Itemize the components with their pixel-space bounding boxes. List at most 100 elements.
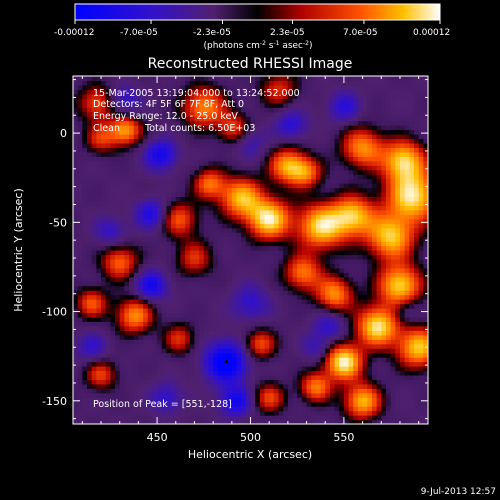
heatmap-cell: [301, 80, 308, 86]
heatmap-cell: [119, 361, 125, 367]
heatmap-cell: [231, 214, 238, 220]
heatmap-cell: [362, 263, 368, 269]
heatmap-cell: [325, 374, 331, 380]
heatmap-cell: [353, 200, 359, 206]
heatmap-cell: [287, 325, 294, 331]
heatmap-cell: [222, 209, 228, 215]
heatmap-cell: [348, 299, 354, 305]
heatmap-cell: [96, 410, 102, 416]
heatmap-cell: [110, 200, 116, 206]
heatmap-cell: [362, 205, 368, 211]
heatmap-cell: [348, 125, 354, 131]
heatmap-cell: [133, 263, 139, 269]
heatmap-cell: [343, 316, 350, 322]
heatmap-cell: [87, 352, 93, 358]
heatmap-cell: [77, 281, 83, 287]
heatmap-cell: [348, 241, 354, 247]
heatmap-cell: [143, 102, 149, 108]
heatmap-cell: [175, 321, 182, 327]
heatmap-cell: [311, 187, 317, 193]
heatmap-cell: [87, 187, 93, 193]
heatmap-cell: [96, 263, 102, 269]
heatmap-cell: [171, 397, 177, 403]
heatmap-cell: [161, 223, 168, 229]
heatmap-cell: [227, 156, 233, 162]
heatmap-cell: [264, 165, 270, 171]
heatmap-cell: [133, 352, 139, 358]
heatmap-cell: [245, 223, 252, 229]
heatmap-cell: [348, 169, 354, 175]
heatmap-cell: [91, 406, 97, 412]
heatmap-cell: [147, 352, 154, 358]
heatmap-cell: [292, 169, 298, 175]
heatmap-cell: [129, 316, 135, 322]
heatmap-cell: [245, 214, 252, 220]
heatmap-cell: [180, 93, 186, 99]
heatmap-cell: [334, 76, 340, 82]
heatmap-cell: [105, 205, 111, 211]
heatmap-cell: [231, 325, 238, 331]
heatmap-cell: [315, 134, 322, 140]
heatmap-cell: [194, 125, 200, 131]
heatmap-cell: [287, 254, 294, 260]
heatmap-cell: [311, 276, 317, 282]
heatmap-cell: [245, 156, 252, 162]
heatmap-cell: [306, 348, 312, 354]
heatmap-cell: [306, 374, 312, 380]
heatmap-cell: [250, 196, 256, 202]
heatmap-cell: [353, 379, 359, 385]
heatmap-cell: [110, 419, 116, 424]
heatmap-cell: [273, 267, 280, 273]
heatmap-cell: [348, 330, 354, 336]
heatmap-cell: [133, 174, 139, 180]
heatmap-cell: [157, 383, 163, 389]
heatmap-cell: [129, 165, 135, 171]
heatmap-cell: [334, 343, 340, 349]
heatmap-cell: [147, 80, 154, 86]
heatmap-cell: [343, 334, 350, 340]
heatmap-cell: [138, 325, 144, 331]
heatmap-cell: [199, 102, 205, 108]
heatmap-cell: [147, 276, 154, 282]
heatmap-cell: [77, 348, 83, 354]
heatmap-cell: [241, 183, 247, 189]
heatmap-cell: [264, 156, 270, 162]
heatmap-cell: [250, 227, 256, 233]
heatmap-cell: [133, 134, 139, 140]
heatmap-cell: [297, 379, 303, 385]
heatmap-cell: [105, 294, 111, 300]
heatmap-cell: [199, 392, 205, 398]
heatmap-cell: [245, 232, 252, 238]
heatmap-cell: [287, 299, 294, 305]
heatmap-cell: [306, 415, 312, 421]
heatmap-cell: [87, 151, 93, 157]
heatmap-cell: [203, 294, 210, 300]
heatmap-cell: [273, 330, 280, 336]
heatmap-cell: [311, 401, 317, 407]
heatmap-cell: [343, 209, 350, 215]
heatmap-cell: [157, 134, 163, 140]
heatmap-cell: [157, 98, 163, 104]
heatmap-cell: [213, 174, 219, 180]
heatmap-cell: [77, 76, 83, 82]
heatmap-cell: [264, 102, 270, 108]
heatmap-cell: [348, 285, 354, 291]
heatmap-cell: [362, 76, 368, 82]
heatmap-cell: [231, 138, 238, 144]
heatmap-cell: [199, 334, 205, 340]
heatmap-cell: [301, 290, 308, 296]
heatmap-cell: [353, 178, 359, 184]
heatmap-cell: [171, 192, 177, 198]
heatmap-cell: [278, 312, 284, 318]
heatmap-cell: [73, 276, 79, 282]
heatmap-cell: [357, 366, 364, 372]
heatmap-cell: [315, 165, 322, 171]
heatmap-cell: [217, 160, 224, 166]
heatmap-cell: [353, 415, 359, 421]
heatmap-cell: [325, 410, 331, 416]
heatmap-cell: [283, 98, 289, 104]
heatmap-cell: [87, 419, 93, 424]
heatmap-cell: [129, 227, 135, 233]
heatmap-cell: [329, 415, 336, 421]
heatmap-cell: [217, 330, 224, 336]
